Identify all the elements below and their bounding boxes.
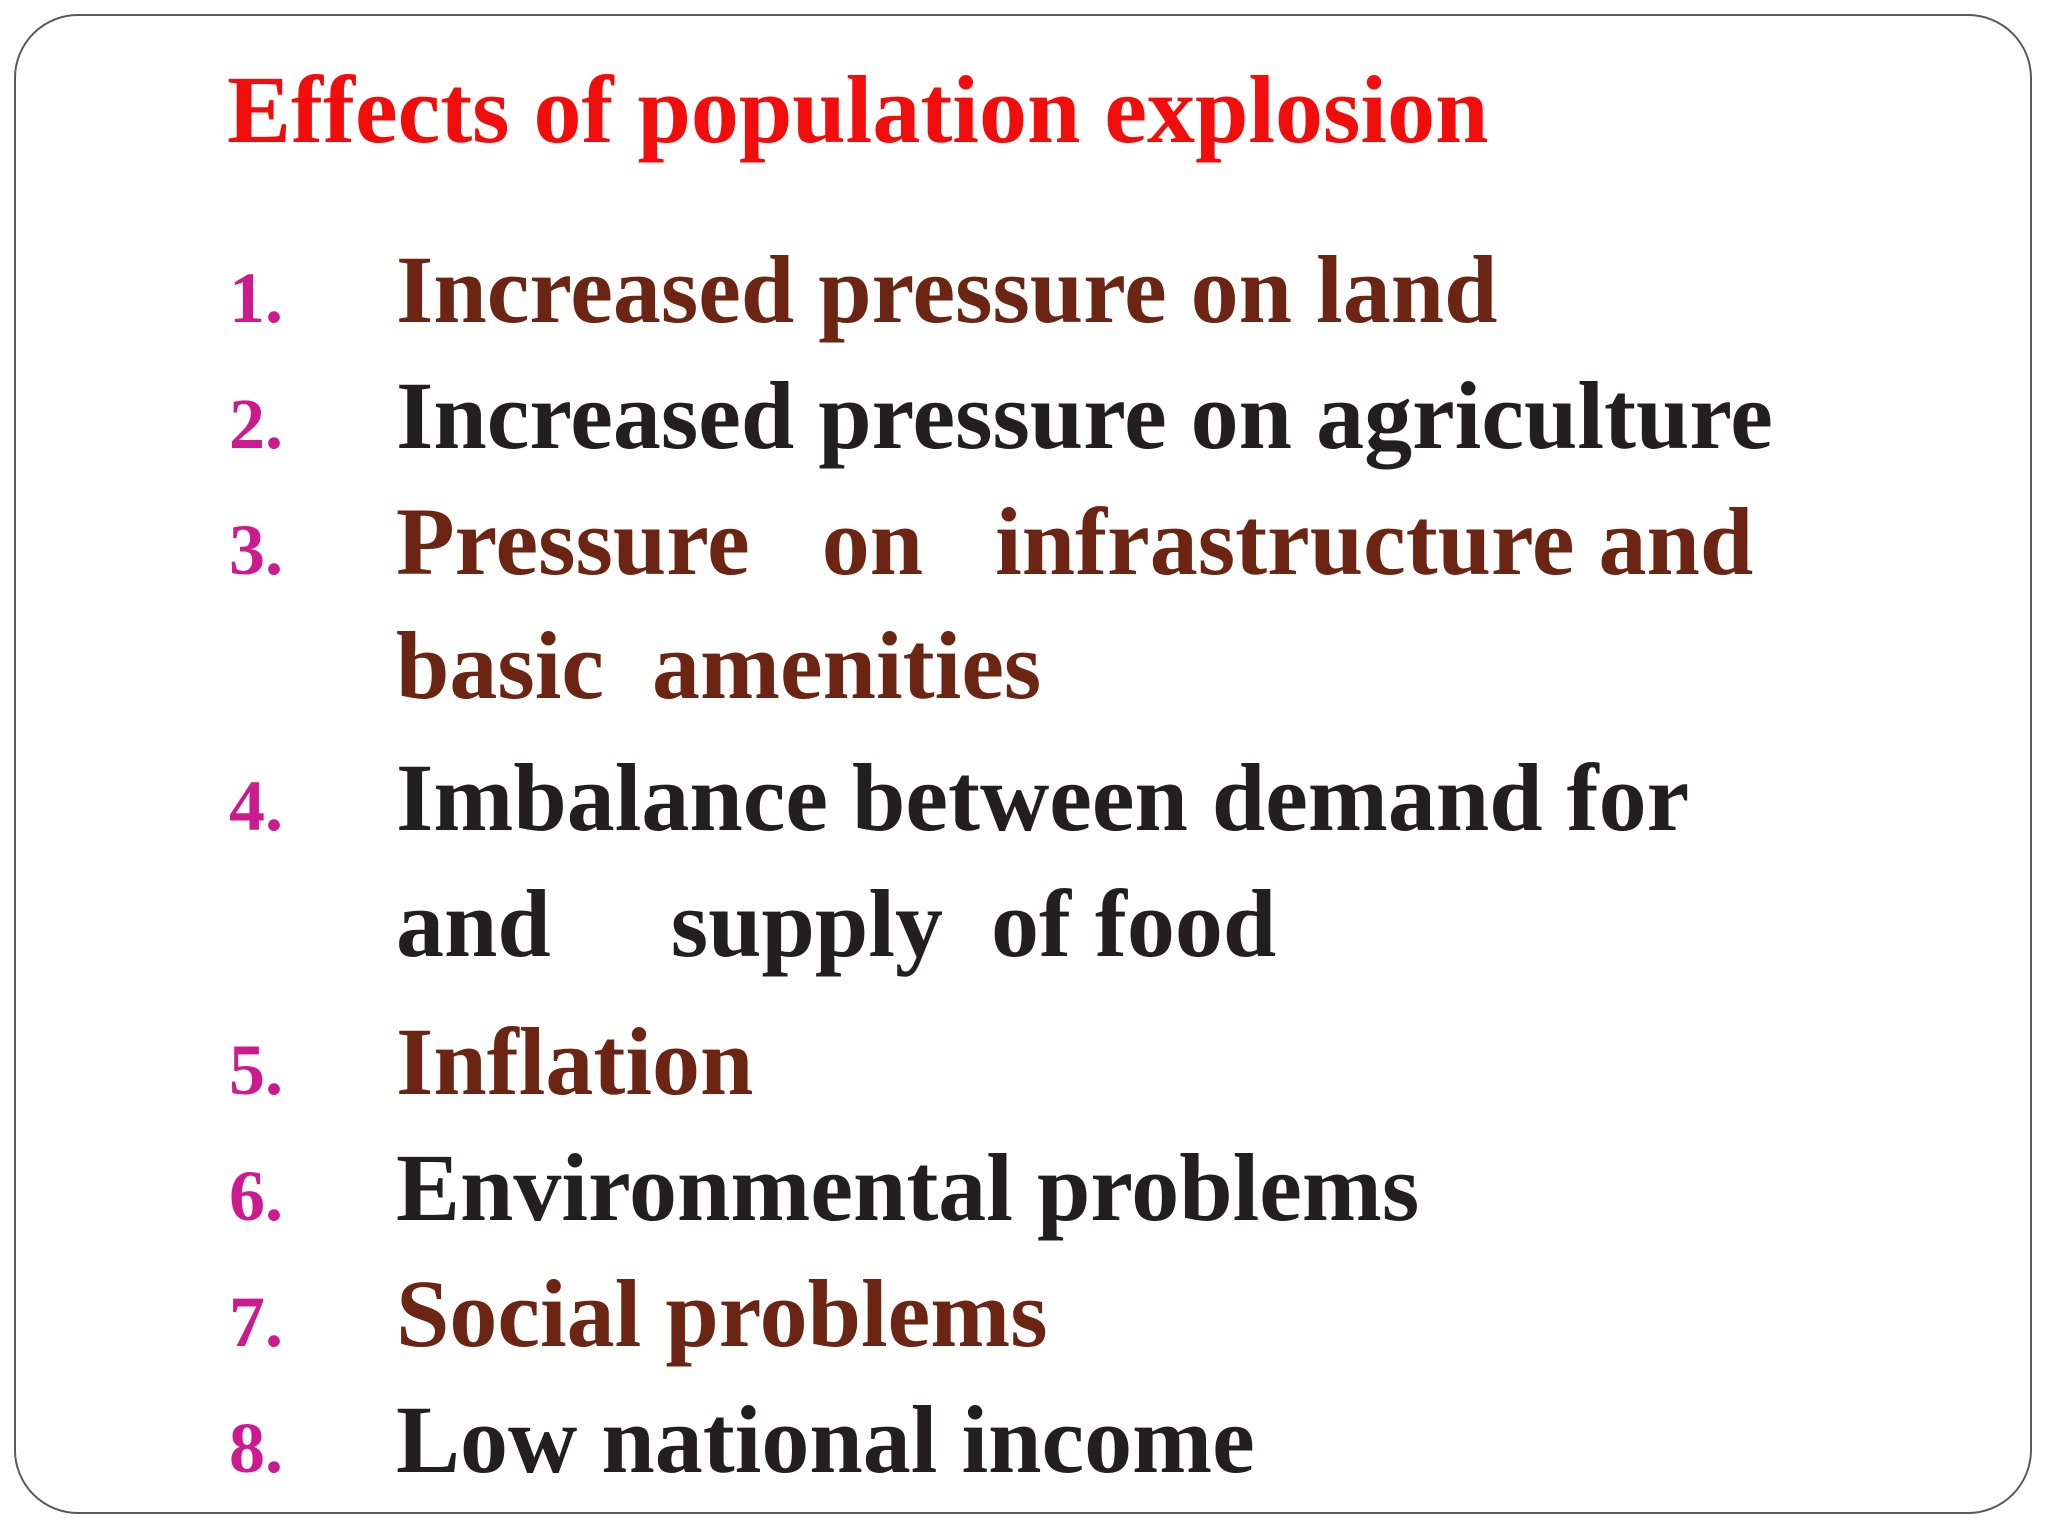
list-number: 5. xyxy=(229,1030,283,1110)
list-item-text: Environmental problems xyxy=(396,1134,1420,1241)
list-number: 6. xyxy=(229,1156,283,1236)
list-number: 3. xyxy=(229,510,283,590)
list-item-text: Social problems xyxy=(396,1260,1048,1367)
list-item-text: Pressure on infrastructure and xyxy=(396,488,1754,595)
list-number: 2. xyxy=(229,384,283,464)
list-number: 4. xyxy=(229,766,283,846)
list-item-text-continued: basic amenities xyxy=(396,612,1042,719)
list-item-text: Imbalance between demand for xyxy=(396,744,1690,851)
slide-frame xyxy=(14,14,2032,1514)
list-item-text: Inflation xyxy=(396,1008,754,1115)
list-number: 7. xyxy=(229,1282,283,1362)
list-item-text-continued: and supply of food xyxy=(396,870,1277,977)
list-item-text: Increased pressure on agriculture xyxy=(396,362,1773,469)
slide-title: Effects of population explosion xyxy=(227,56,1489,163)
list-item-text: Increased pressure on land xyxy=(396,236,1498,343)
list-number: 8. xyxy=(229,1408,283,1488)
list-number: 1. xyxy=(229,258,283,338)
list-item-text: Low national income xyxy=(396,1386,1255,1493)
